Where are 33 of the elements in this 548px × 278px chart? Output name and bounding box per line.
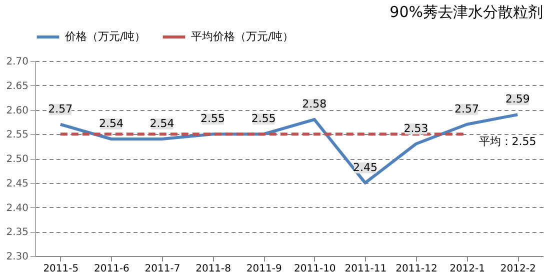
y-tick-label: 2.40	[6, 202, 28, 214]
y-tick-label: 2.50	[6, 154, 28, 165]
y-tick-label: 2.55	[6, 130, 28, 141]
x-tick-label: 2011-10	[294, 264, 336, 274]
x-tick-label: 2011-5	[43, 264, 79, 274]
data-label: 2.57	[48, 102, 73, 116]
y-tick-label: 2.60	[6, 105, 28, 116]
x-tick-label: 2011-9	[246, 264, 282, 274]
legend-label: 平均价格（万元/吨）	[191, 30, 294, 43]
y-tick-label: 2.65	[6, 80, 28, 92]
data-label: 2.59	[505, 92, 530, 106]
annotation: 平均：2.55	[478, 135, 536, 148]
y-tick-label: 2.45	[6, 178, 28, 190]
x-tick-label: 2011-8	[196, 264, 232, 274]
data-label: 2.57	[454, 102, 480, 116]
data-label: 2.55	[200, 112, 226, 126]
x-tick-label: 2011-12	[396, 264, 438, 274]
x-tick-label: 2011-11	[344, 264, 387, 274]
x-tick-label: 2011-7	[144, 264, 180, 274]
data-label: 2.53	[404, 122, 428, 135]
data-label: 2.45	[352, 160, 378, 174]
data-label: 2.55	[251, 112, 276, 126]
chart-title: 90%莠去津水分散粒剂	[390, 3, 543, 21]
data-label: 2.58	[302, 98, 327, 110]
x-tick-label: 2011-6	[94, 264, 130, 274]
y-tick-label: 2.70	[6, 56, 28, 68]
y-tick-label: 2.35	[6, 227, 28, 238]
x-tick-label: 2012-1	[450, 264, 486, 274]
y-tick-label: 2.30	[6, 252, 28, 262]
data-label: 2.54	[98, 117, 124, 130]
x-tick-label: 2012-2	[500, 264, 536, 274]
data-label: 2.54	[150, 117, 174, 130]
legend-label: 价格（万元/吨）	[64, 30, 146, 43]
